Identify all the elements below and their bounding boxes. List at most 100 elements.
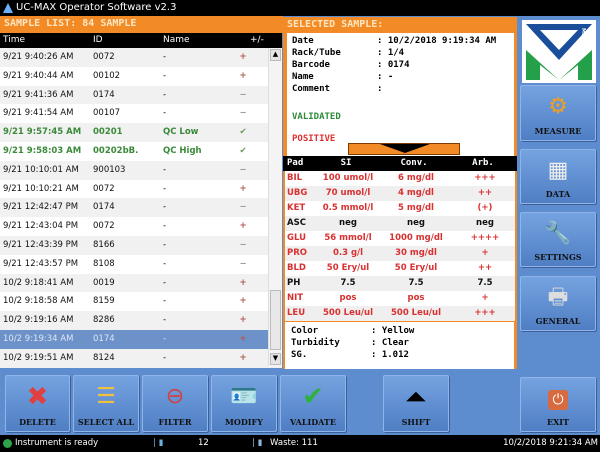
physical-field: Turbidity: Clear (291, 337, 508, 349)
row-id: 8159 (93, 296, 115, 307)
validate-button[interactable]: ✔ VALIDATE (280, 375, 346, 432)
pad-row: ASC neg neg neg (285, 216, 515, 231)
filter-button[interactable]: ⊖ FILTER (142, 375, 208, 432)
title-bar: UC-MAX Operator Software v2.3 (0, 0, 600, 16)
tubes-icon: | ▮ (153, 438, 164, 448)
result-minus-icon: − (239, 108, 247, 119)
info-field: Comment: (292, 83, 509, 95)
pad-row: GLU 56 mmol/l 1000 mg/dl ++++ (285, 231, 515, 246)
table-row[interactable]: 9/21 9:58:03 AM 00202bB. QC High ✔ (0, 142, 282, 161)
table-row[interactable]: 9/21 10:10:21 AM 0072 - + (0, 180, 282, 199)
table-row[interactable]: 9/21 12:43:57 PM 8108 - − (0, 255, 282, 274)
row-time: 10/2 9:19:51 AM (3, 352, 74, 363)
col-name[interactable]: Name (163, 35, 190, 45)
exit-button[interactable]: ⏻ EXIT (520, 377, 596, 432)
table-row[interactable]: 9/21 12:43:39 PM 8166 - − (0, 235, 282, 255)
pad-arb: + (481, 248, 489, 258)
col-result[interactable]: +/- (250, 35, 264, 45)
row-name: QC High (163, 145, 202, 156)
scroll-thumb[interactable] (270, 290, 281, 350)
measure-button[interactable]: ⚙ MEASURE (520, 85, 596, 141)
row-name: - (163, 164, 167, 175)
delete-button[interactable]: ✖ DELETE (5, 375, 70, 432)
field-value: : 1.012 (371, 350, 409, 360)
info-field: Rack/Tube: 1/4 (292, 47, 509, 59)
data-label: DATA (545, 189, 571, 199)
row-name: - (163, 221, 167, 232)
table-row[interactable]: 10/2 9:18:58 AM 8159 - + (0, 292, 282, 311)
row-id: 8124 (93, 352, 115, 363)
row-time: 9/21 12:43:57 PM (3, 258, 79, 269)
pad-conv: 30 mg/dl (395, 248, 437, 258)
table-row[interactable]: 9/21 10:10:01 AM 900103 - − (0, 160, 282, 180)
status-bar: Instrument is ready | ▮ 12 | ▮ Waste: 11… (0, 435, 600, 452)
settings-button[interactable]: 🔧 SETTINGS (520, 212, 596, 267)
table-row[interactable]: 9/21 9:40:26 AM 0072 - + (0, 48, 282, 67)
table-row[interactable]: 10/2 9:18:41 AM 0019 - + (0, 273, 282, 293)
result-minus-icon: − (239, 258, 247, 269)
table-row[interactable]: 9/21 9:41:54 AM 00107 - − (0, 104, 282, 123)
field-value-text: Clear (381, 338, 409, 348)
row-id: 0072 (93, 52, 115, 62)
field-label: Comment (292, 84, 330, 94)
select-all-button[interactable]: ☰ SELECT ALL (73, 375, 139, 432)
pad-si: 56 mmol/l (324, 233, 372, 243)
row-name: - (163, 296, 167, 307)
pad-conv: 1000 mg/dl (389, 233, 443, 243)
table-row[interactable]: 9/21 9:41:36 AM 0174 - − (0, 85, 282, 105)
data-button[interactable]: ▦ DATA (520, 149, 596, 204)
validate-label: VALIDATE (290, 417, 336, 427)
scroll-up-button[interactable]: ▲ (270, 49, 281, 61)
measure-label: MEASURE (534, 126, 582, 136)
pad-name: LEU (287, 308, 306, 318)
table-row[interactable]: 9/21 9:57:45 AM 00201 QC Low ✔ (0, 123, 282, 142)
row-name: - (163, 108, 167, 119)
row-id: 0174 (93, 89, 115, 100)
row-time: 10/2 9:19:16 AM (3, 315, 74, 326)
modify-button[interactable]: 🪪 MODIFY (211, 375, 277, 432)
pad-row: KET 0.5 mmol/l 5 mg/dl (+) (285, 201, 515, 216)
table-row[interactable]: 9/21 12:43:04 PM 0072 - + (0, 217, 282, 236)
pad-name: KET (287, 203, 306, 213)
field-value: : Yellow (371, 326, 415, 336)
list-scrollbar[interactable]: ▲ ▼ (268, 48, 282, 366)
table-row[interactable]: 10/2 9:19:34 AM 0174 - + (0, 329, 282, 349)
row-id: 00102 (93, 70, 121, 81)
pad-name: BIL (287, 173, 303, 183)
ready-indicator-icon (3, 439, 12, 448)
validated-label: VALIDATED (292, 112, 341, 122)
table-row[interactable]: 9/21 9:40:44 AM 00102 - + (0, 67, 282, 86)
scroll-down-button[interactable]: ▼ (270, 353, 281, 365)
selected-sample-header: SELECTED SAMPLE: (287, 19, 384, 30)
general-button[interactable]: 🖶 GENERAL (520, 276, 596, 331)
sample-list-header: SAMPLE LIST: 84 SAMPLE (0, 16, 283, 33)
pad-arb: 7.5 (477, 278, 493, 288)
field-label: Turbidity (291, 338, 340, 348)
magnifier-icon: ⊖ (165, 384, 185, 409)
col-time[interactable]: Time (3, 35, 26, 45)
table-row[interactable]: 10/2 9:19:51 AM 8124 - + (0, 348, 282, 368)
app-icon (3, 3, 13, 13)
col-id[interactable]: ID (93, 35, 103, 45)
col-pad: Pad (287, 158, 304, 168)
wrench-icon: 🔧 (544, 221, 572, 246)
shift-button[interactable]: ⏶ SHIFT (383, 375, 449, 432)
spreadsheet-icon: ▦ (547, 158, 569, 183)
physical-field: SG.: 1.012 (291, 349, 508, 361)
waste-count: Waste: 111 (270, 438, 318, 448)
field-value-text: 10/2/2018 9:19:34 AM (387, 36, 497, 46)
table-row[interactable]: 10/2 9:19:16 AM 8286 - + (0, 311, 282, 330)
pad-conv: 5 mg/dl (398, 203, 434, 213)
field-value-text: 1.012 (381, 350, 409, 360)
expand-toggle[interactable] (348, 143, 460, 155)
pad-name: NIT (287, 293, 304, 303)
pad-arb: neg (476, 218, 494, 228)
select-all-label: SELECT ALL (77, 417, 135, 427)
status-datetime: 10/2/2018 9:21:34 AM (503, 438, 598, 448)
table-row[interactable]: 9/21 12:42:47 PM 0174 - − (0, 198, 282, 218)
result-check-icon: ✔ (239, 145, 247, 156)
row-name: QC Low (163, 127, 199, 138)
row-id: 0019 (93, 277, 115, 288)
row-time: 9/21 9:40:44 AM (3, 70, 74, 81)
info-field: Barcode: 0174 (292, 59, 509, 71)
